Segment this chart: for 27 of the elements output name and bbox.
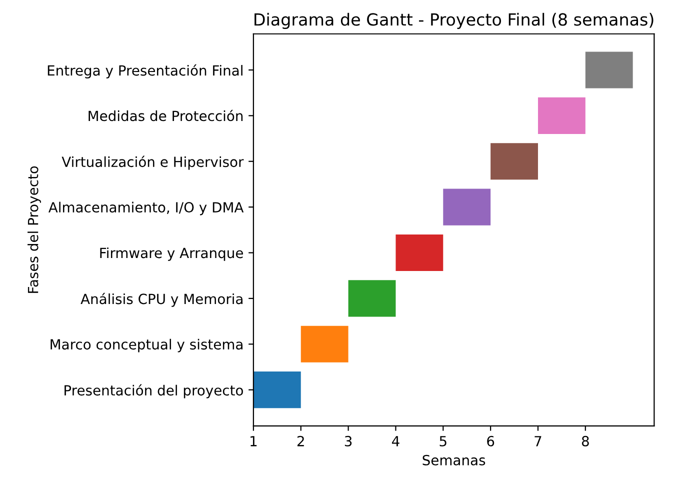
x-tick-label: 7 (534, 436, 542, 446)
y-tick-label: Presentación del proyecto (64, 384, 243, 398)
bar (348, 280, 396, 317)
bar (443, 188, 491, 226)
x-axis-title: Semanas (422, 454, 486, 466)
bar (490, 143, 538, 180)
x-tick-label: 8 (582, 436, 589, 446)
bar (253, 372, 301, 408)
y-tick-label: Firmware y Arranque (100, 247, 243, 261)
y-tick-label: Almacenamiento, I/O y DMA (48, 202, 244, 216)
x-tick-label: 2 (297, 436, 304, 446)
bar (538, 97, 586, 134)
y-tick-label: Análisis CPU y Memoria (80, 292, 242, 307)
y-tick-label: Virtualización e Hipervisor (62, 156, 244, 170)
y-axis-title: Fases del Proyecto (28, 166, 41, 293)
y-tick-label: Marco conceptual y sistema (50, 338, 242, 352)
bar (300, 326, 348, 362)
x-tick-label: 6 (487, 436, 494, 446)
x-tick-label: 5 (440, 436, 446, 446)
x-tick-label: 3 (344, 436, 352, 446)
y-tick-label: Medidas de Protección (88, 110, 243, 122)
y-tick-label: Entrega y Presentación Final (48, 64, 242, 78)
chart-title: Diagrama de Gantt - Proyecto Final (8 semanas) (254, 12, 654, 30)
bar (585, 52, 633, 88)
x-tick-label: 4 (392, 436, 400, 446)
bar (396, 234, 444, 272)
x-tick-label: 1 (250, 436, 257, 446)
